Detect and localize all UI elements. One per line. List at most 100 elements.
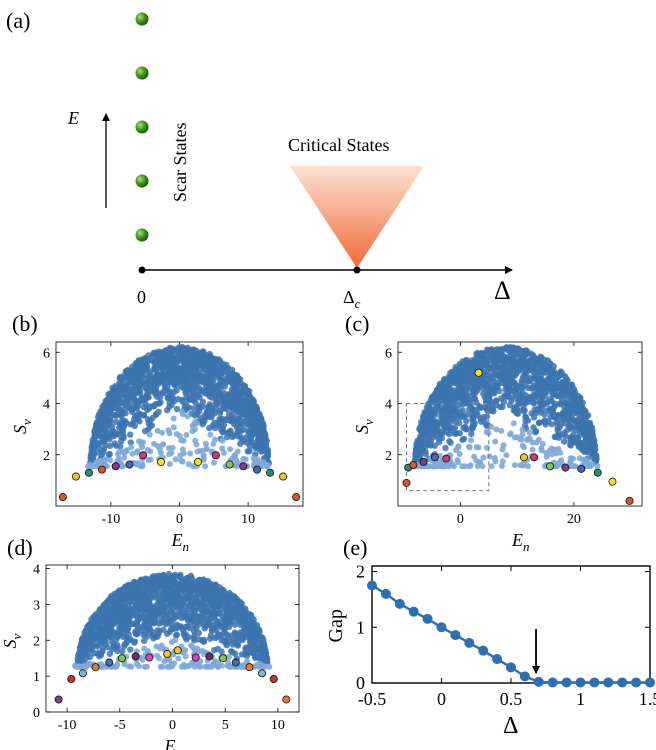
bulk-state-point bbox=[133, 619, 141, 626]
scar-state-point bbox=[173, 646, 182, 655]
bulk-state-point bbox=[553, 419, 560, 427]
bulk-state-point bbox=[446, 438, 453, 445]
sparse-state-point bbox=[260, 663, 267, 670]
sparse-state-point bbox=[514, 434, 521, 441]
bulk-state-point bbox=[150, 635, 157, 642]
sparse-state-point bbox=[455, 444, 462, 451]
sparse-state-point bbox=[492, 438, 499, 445]
bulk-state-point bbox=[160, 591, 167, 598]
scar-state-point bbox=[117, 654, 126, 663]
gap-data-point bbox=[645, 677, 655, 688]
bulk-state-point bbox=[436, 386, 444, 393]
bulk-state-point bbox=[210, 597, 217, 604]
y-tick-label: 6 bbox=[385, 346, 392, 361]
scar-state-point bbox=[225, 460, 234, 469]
bulk-state-point bbox=[474, 377, 481, 384]
sparse-state-point bbox=[121, 450, 128, 457]
bulk-state-point bbox=[93, 439, 101, 446]
bulk-state-point bbox=[225, 598, 232, 605]
bulk-state-point bbox=[431, 390, 439, 398]
bulk-state-point bbox=[550, 405, 557, 413]
gap-data-point bbox=[506, 662, 516, 673]
gap-data-point bbox=[367, 580, 377, 591]
scar-state-point bbox=[474, 368, 483, 377]
bulk-state-point bbox=[119, 648, 126, 655]
bulk-state-point bbox=[551, 433, 559, 441]
bulk-state-point bbox=[492, 347, 500, 354]
bulk-state-point bbox=[497, 355, 505, 362]
scar-state-point bbox=[139, 451, 148, 460]
sparse-state-point bbox=[189, 659, 196, 666]
scar-state-marker bbox=[135, 12, 149, 26]
bulk-state-point bbox=[579, 404, 586, 412]
sparse-state-point bbox=[480, 454, 487, 461]
bulk-state-point bbox=[152, 359, 159, 367]
gap-data-point bbox=[561, 677, 572, 688]
bulk-state-point bbox=[442, 444, 449, 452]
critical-point-label: Δc bbox=[343, 287, 361, 311]
bulk-state-point bbox=[232, 393, 239, 401]
x-tick-label: 10 bbox=[241, 512, 255, 527]
bulk-state-point bbox=[246, 392, 253, 399]
bulk-state-point bbox=[199, 398, 207, 406]
bulk-state-point bbox=[262, 648, 269, 655]
bulk-state-point bbox=[240, 382, 247, 390]
bulk-state-point bbox=[421, 415, 428, 422]
bulk-state-point bbox=[201, 411, 209, 419]
bulk-state-point bbox=[151, 615, 158, 623]
bulk-state-point bbox=[173, 405, 181, 413]
sparse-state-point bbox=[101, 456, 108, 463]
bulk-state-point bbox=[261, 439, 268, 447]
bulk-state-point bbox=[193, 351, 201, 358]
sparse-state-point bbox=[163, 656, 170, 663]
y-tick-label: 1 bbox=[33, 670, 40, 685]
sparse-state-point bbox=[211, 436, 218, 443]
bulk-state-point bbox=[522, 413, 529, 421]
bulk-state-point bbox=[194, 583, 202, 590]
sparse-state-point bbox=[215, 659, 222, 666]
bulk-state-point bbox=[195, 629, 203, 637]
bulk-state-point bbox=[486, 384, 493, 392]
scar-state-point bbox=[58, 493, 67, 502]
bulk-state-point bbox=[151, 364, 159, 372]
bulk-state-point bbox=[445, 388, 453, 396]
sparse-state-point bbox=[200, 456, 207, 463]
bulk-state-point bbox=[78, 639, 85, 647]
bulk-state-point bbox=[108, 390, 115, 397]
sparse-state-point bbox=[128, 444, 135, 451]
gap-data-point bbox=[394, 598, 405, 609]
bulk-state-point bbox=[114, 628, 122, 635]
bulk-state-point bbox=[176, 584, 183, 592]
bulk-state-point bbox=[191, 637, 198, 644]
x-tick-label: -10 bbox=[102, 512, 121, 527]
bulk-state-point bbox=[119, 427, 126, 434]
x-tick-label: 20 bbox=[567, 512, 581, 527]
bulk-state-point bbox=[91, 432, 98, 440]
sparse-state-point bbox=[137, 463, 144, 470]
delta-axis-label: Δ bbox=[494, 276, 511, 305]
bulk-state-point bbox=[547, 377, 555, 384]
scar-states-column bbox=[135, 12, 149, 242]
bulk-state-point bbox=[521, 399, 529, 407]
scar-state-point bbox=[145, 653, 154, 662]
bulk-state-point bbox=[126, 599, 133, 607]
bulk-state-point bbox=[214, 645, 222, 653]
bulk-state-point bbox=[190, 405, 198, 412]
bulk-state-point bbox=[442, 414, 450, 421]
bulk-state-point bbox=[567, 441, 574, 448]
scar-state-point bbox=[430, 453, 439, 462]
bulk-state-point bbox=[512, 404, 519, 411]
bulk-state-point bbox=[567, 417, 575, 425]
bulk-state-point bbox=[460, 394, 468, 401]
sparse-state-point bbox=[459, 463, 466, 470]
bulk-state-point bbox=[176, 603, 183, 610]
scar-state-point bbox=[231, 658, 240, 667]
bulk-state-point bbox=[182, 389, 190, 396]
y-tick-label: 0 bbox=[356, 673, 365, 693]
sparse-state-point bbox=[519, 431, 526, 438]
bulk-state-point bbox=[155, 348, 163, 356]
sparse-state-point bbox=[154, 443, 161, 450]
